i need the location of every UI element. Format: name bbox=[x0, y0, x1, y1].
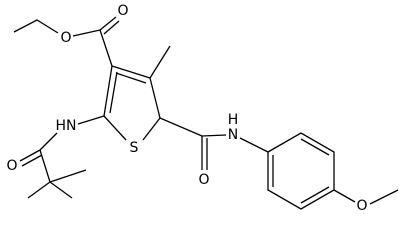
atom-label: O bbox=[6, 158, 17, 174]
bond bbox=[300, 186, 330, 204]
bond bbox=[39, 149, 51, 183]
bond bbox=[103, 65, 113, 117]
bond bbox=[99, 16, 117, 31]
bond bbox=[39, 132, 58, 151]
structure-diagram: O O S HN O O N H O bbox=[6, 3, 399, 214]
bond bbox=[21, 154, 43, 167]
bond bbox=[333, 189, 356, 203]
atom-label: O bbox=[356, 198, 367, 214]
bond bbox=[49, 169, 87, 183]
bond bbox=[239, 137, 269, 153]
bond bbox=[27, 181, 51, 199]
bond bbox=[300, 138, 330, 156]
bond bbox=[201, 134, 227, 137]
bond bbox=[103, 115, 127, 141]
bond bbox=[111, 65, 151, 79]
bond bbox=[13, 19, 59, 34]
atom-label: O bbox=[198, 172, 209, 188]
bond bbox=[149, 45, 171, 79]
atom-labels: O O S HN O O N H O bbox=[6, 3, 367, 214]
atom-label: O bbox=[60, 30, 71, 46]
bond bbox=[115, 72, 147, 84]
atom-label: N bbox=[228, 127, 238, 143]
bond bbox=[149, 77, 161, 119]
bond bbox=[49, 181, 73, 199]
bond bbox=[72, 29, 101, 37]
bond bbox=[109, 71, 118, 114]
bond bbox=[159, 117, 203, 137]
bond bbox=[77, 115, 105, 125]
bonds bbox=[13, 16, 399, 210]
bond bbox=[369, 189, 399, 205]
bond bbox=[267, 132, 335, 210]
bond bbox=[19, 149, 41, 162]
bond bbox=[103, 20, 120, 35]
atom-label: S bbox=[130, 140, 139, 156]
atom-label: O bbox=[117, 3, 128, 19]
atom-label: H bbox=[228, 112, 239, 128]
bond bbox=[99, 29, 113, 67]
atom-label: HN bbox=[56, 118, 77, 134]
bond bbox=[142, 117, 161, 141]
